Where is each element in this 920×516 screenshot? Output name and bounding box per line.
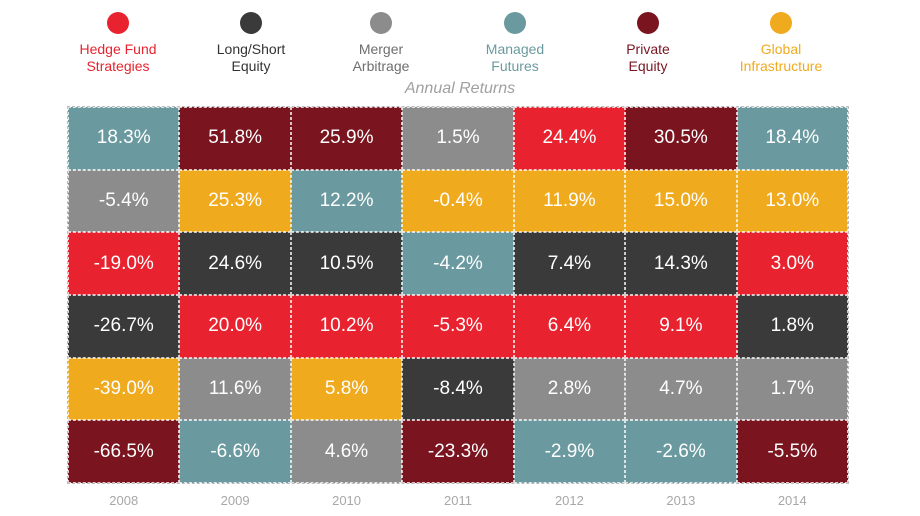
return-cell: 30.5% bbox=[625, 107, 737, 170]
return-cell: -5.4% bbox=[68, 169, 180, 233]
return-cell: 13.0% bbox=[736, 169, 848, 233]
return-cell: -19.0% bbox=[68, 232, 180, 295]
return-cell: 4.7% bbox=[625, 357, 737, 421]
return-cell: -0.4% bbox=[402, 169, 514, 233]
legend-swatch bbox=[370, 12, 392, 34]
return-cell: 10.5% bbox=[290, 232, 403, 295]
legend-swatch bbox=[107, 12, 129, 34]
return-cell: 18.3% bbox=[68, 107, 180, 170]
return-cell: 15.0% bbox=[625, 169, 737, 233]
return-cell: -5.5% bbox=[736, 420, 848, 483]
year-label: 2011 bbox=[444, 493, 472, 508]
return-cell: -5.3% bbox=[402, 295, 514, 358]
return-cell: 4.6% bbox=[290, 420, 403, 483]
return-cell: 2.8% bbox=[513, 357, 626, 421]
return-cell: 10.2% bbox=[290, 295, 403, 358]
legend-swatch bbox=[240, 12, 262, 34]
return-cell: 14.3% bbox=[625, 232, 737, 295]
year-label: 2012 bbox=[554, 493, 584, 508]
return-cell: 3.0% bbox=[736, 232, 848, 295]
legend-label: Hedge Fund Strategies bbox=[79, 41, 157, 74]
return-cell: 25.3% bbox=[179, 169, 291, 233]
legend-swatch bbox=[637, 12, 659, 34]
legend-item-merger: Merger Arbitrage bbox=[311, 12, 451, 75]
legend-item-global: Global Infrastructure bbox=[711, 12, 851, 75]
legend-item-private: Private Equity bbox=[578, 12, 718, 75]
legend-label: Long/Short Equity bbox=[216, 41, 286, 74]
return-cell: -8.4% bbox=[402, 357, 514, 421]
legend-label: Private Equity bbox=[626, 41, 670, 74]
return-cell: 51.8% bbox=[179, 107, 291, 170]
legend-label: Managed Futures bbox=[485, 41, 545, 74]
legend-item-hedge: Hedge Fund Strategies bbox=[48, 12, 188, 75]
return-cell: 24.4% bbox=[513, 107, 626, 170]
year-label: 2014 bbox=[777, 493, 807, 508]
year-label: 2013 bbox=[666, 493, 696, 508]
return-cell: -2.9% bbox=[513, 420, 626, 483]
return-cell: -26.7% bbox=[68, 295, 180, 358]
return-cell: 6.4% bbox=[513, 295, 626, 358]
legend-item-managed: Managed Futures bbox=[445, 12, 585, 75]
return-cell: 9.1% bbox=[625, 295, 737, 358]
return-cell: 1.5% bbox=[402, 107, 514, 170]
legend-item-longshort: Long/Short Equity bbox=[181, 12, 321, 75]
legend-label: Global Infrastructure bbox=[739, 41, 823, 74]
return-cell: -23.3% bbox=[402, 420, 514, 483]
year-label: 2008 bbox=[109, 493, 139, 508]
returns-grid: 18.3% -5.4% -19.0% -26.7% -39.0% -66.5% 51.8% 2… bbox=[67, 106, 849, 484]
return-cell: -6.6% bbox=[179, 420, 291, 483]
return-cell: 24.6% bbox=[179, 232, 291, 295]
year-label: 2009 bbox=[220, 493, 250, 508]
return-cell: -66.5% bbox=[68, 420, 180, 483]
chart-title: Annual Returns bbox=[404, 80, 516, 97]
legend-swatch bbox=[770, 12, 792, 34]
return-cell: 25.9% bbox=[290, 107, 403, 170]
return-cell: 18.4% bbox=[736, 107, 848, 170]
return-cell: 1.7% bbox=[736, 357, 848, 421]
return-cell: 11.9% bbox=[513, 169, 626, 233]
return-cell: -39.0% bbox=[68, 357, 180, 421]
legend-swatch bbox=[504, 12, 526, 34]
return-cell: -4.2% bbox=[402, 232, 514, 295]
return-cell: 7.4% bbox=[513, 232, 626, 295]
return-cell: -2.6% bbox=[625, 420, 737, 483]
chart-legend: Hedge Fund Strategies Long/Short Equity Me… bbox=[0, 0, 920, 80]
year-label: 2010 bbox=[332, 493, 362, 508]
return-cell: 5.8% bbox=[290, 357, 403, 421]
return-cell: 1.8% bbox=[736, 295, 848, 358]
legend-label: Merger Arbitrage bbox=[352, 41, 410, 74]
return-cell: 11.6% bbox=[179, 357, 291, 421]
return-cell: 20.0% bbox=[179, 295, 291, 358]
return-cell: 12.2% bbox=[290, 169, 403, 233]
